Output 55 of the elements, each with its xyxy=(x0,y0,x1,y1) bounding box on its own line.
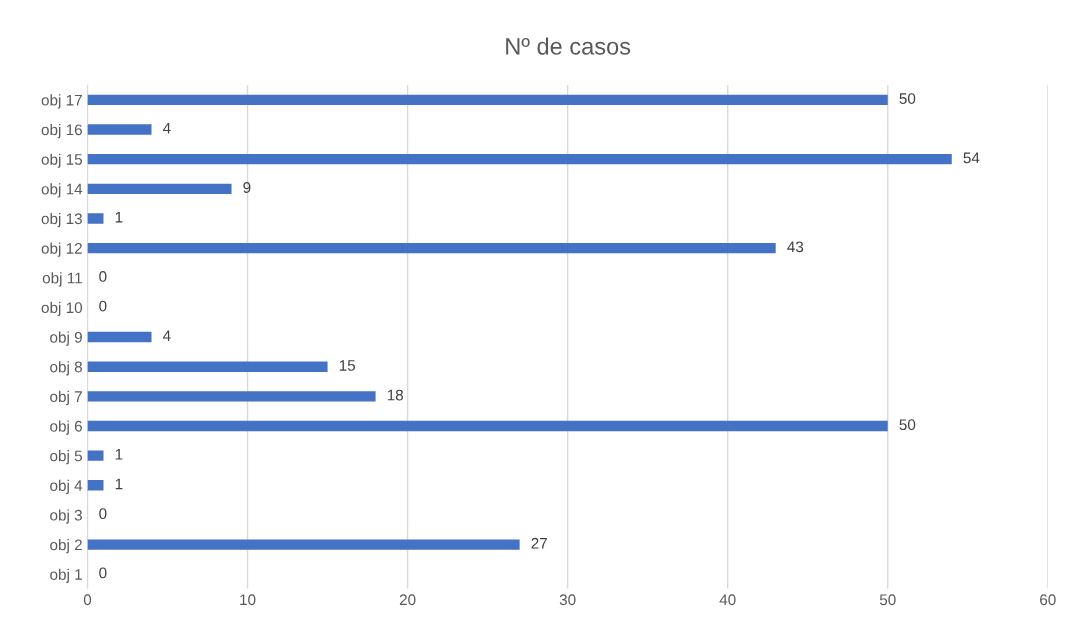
bar xyxy=(87,480,104,491)
data-label: 4 xyxy=(162,122,171,134)
data-label: 4 xyxy=(162,330,171,341)
y-tick-label: obj 17 xyxy=(41,94,82,109)
bar xyxy=(87,94,888,106)
x-tick-label: 30 xyxy=(559,594,576,606)
data-label: 1 xyxy=(115,478,123,490)
data-label: 50 xyxy=(899,419,916,431)
bar xyxy=(87,361,328,372)
data-label: 0 xyxy=(99,300,107,312)
data-label: 18 xyxy=(387,389,404,401)
y-tick-label: obj 16 xyxy=(41,123,82,139)
y-tick-label: obj 12 xyxy=(41,242,82,257)
data-label: 1 xyxy=(115,449,123,460)
x-tick-label: 50 xyxy=(879,594,896,606)
y-tick-label: obj 13 xyxy=(41,212,82,228)
bar xyxy=(87,450,104,461)
bar xyxy=(87,391,376,402)
chart-title: Nº de casos xyxy=(506,37,631,55)
bar xyxy=(87,213,104,224)
y-tick-label: obj 3 xyxy=(50,509,82,524)
data-label: 50 xyxy=(899,93,916,104)
x-tick-label: 60 xyxy=(1040,594,1056,606)
x-tick-label: 20 xyxy=(399,594,416,606)
bar xyxy=(87,539,520,550)
data-label: 54 xyxy=(963,152,980,164)
y-tick-label: obj 7 xyxy=(50,390,82,406)
y-tick-label: obj 5 xyxy=(50,450,82,465)
data-label: 9 xyxy=(243,182,251,193)
y-tick-label: obj 9 xyxy=(50,331,82,346)
x-tick-label: 10 xyxy=(240,594,256,606)
data-label: 0 xyxy=(99,567,107,579)
y-tick-label: obj 11 xyxy=(42,272,82,287)
data-label: 0 xyxy=(99,271,107,282)
y-tick-label: obj 6 xyxy=(50,420,82,435)
y-tick-label: obj 1 xyxy=(50,568,82,583)
y-tick-label: obj 4 xyxy=(50,479,83,494)
data-label: 15 xyxy=(339,360,356,371)
data-label: 1 xyxy=(115,211,123,223)
bar xyxy=(87,183,232,194)
bar xyxy=(87,331,152,343)
y-tick-label: obj 10 xyxy=(41,301,83,317)
data-label: 0 xyxy=(99,508,107,520)
data-label: 27 xyxy=(531,537,547,549)
x-tick-label: 0 xyxy=(83,594,92,606)
bar xyxy=(87,124,152,135)
data-label: 43 xyxy=(787,241,804,253)
bar xyxy=(87,242,776,254)
y-tick-label: obj 14 xyxy=(41,183,83,198)
bar xyxy=(87,420,888,432)
y-tick-label: obj 2 xyxy=(50,539,82,554)
bar xyxy=(87,153,952,165)
y-tick-label: obj 15 xyxy=(41,153,82,168)
x-tick-label: 40 xyxy=(719,594,736,606)
y-tick-label: obj 8 xyxy=(50,361,82,376)
